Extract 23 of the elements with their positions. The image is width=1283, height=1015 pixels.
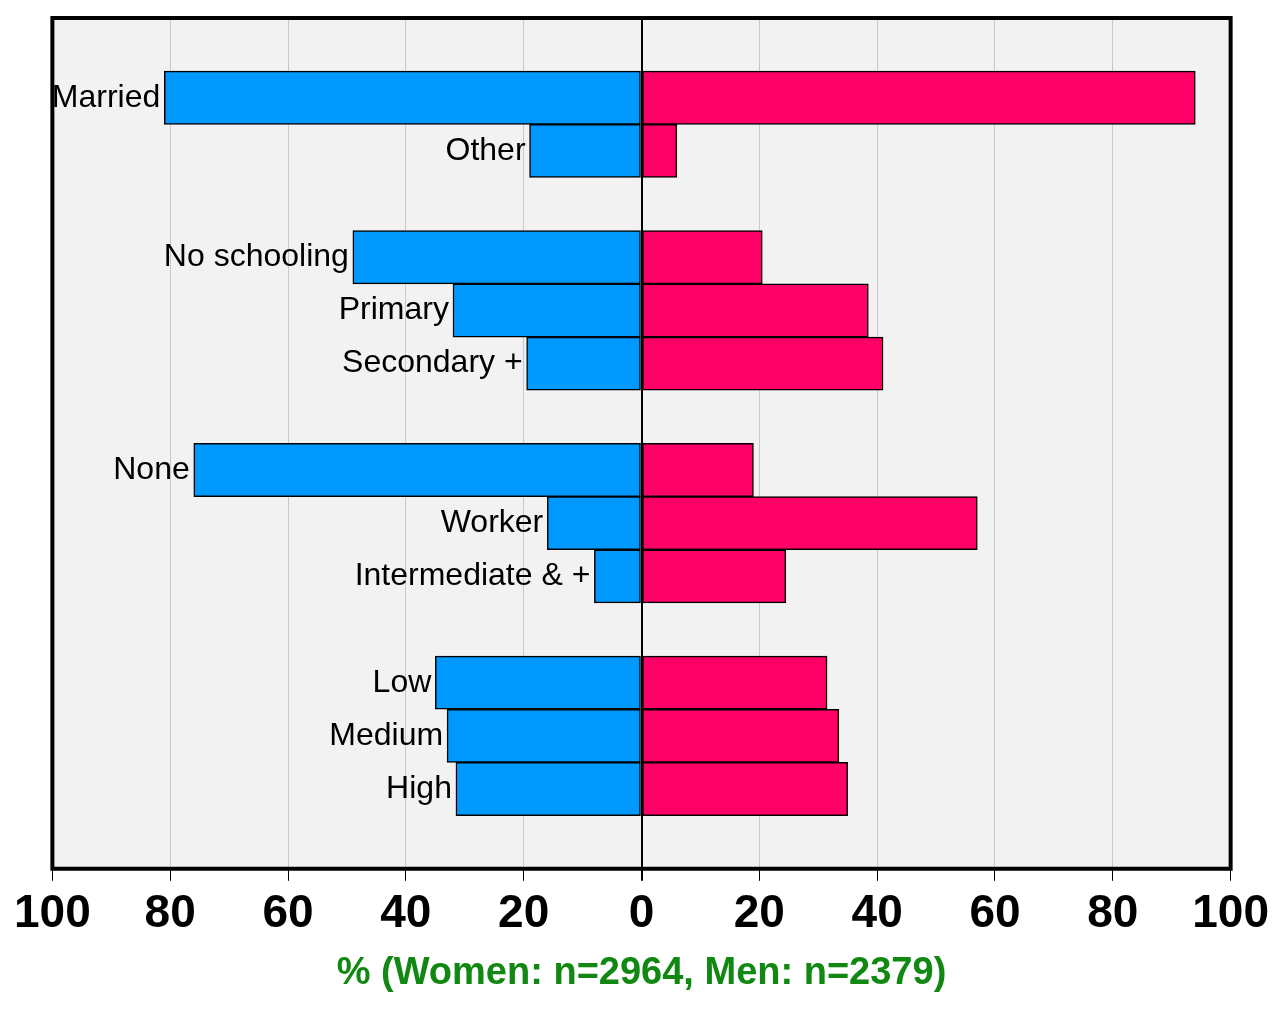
- x-tick-label: 60: [262, 885, 314, 938]
- y-tick-label: Low: [372, 662, 433, 699]
- y-tick-label: Medium: [329, 715, 444, 752]
- y-tick-label: Primary: [338, 290, 449, 327]
- y-tick-label: Secondary +: [342, 343, 523, 380]
- y-tick-label: Married: [51, 77, 161, 114]
- y-tick-label: Worker: [440, 502, 544, 539]
- x-axis-title: % (Women: n=2964, Men: n=2379): [335, 950, 948, 993]
- x-tick-label: 100: [1192, 885, 1269, 938]
- x-tick-label: 80: [144, 885, 196, 938]
- x-tick-label: 40: [851, 885, 903, 938]
- y-tick-label: No schooling: [163, 237, 349, 274]
- x-tick-label: 20: [498, 885, 550, 938]
- y-tick-label: Other: [445, 130, 526, 167]
- y-tick-label: None: [113, 449, 190, 486]
- y-tick-label: Intermediate & +: [354, 556, 591, 593]
- x-tick-label: 0: [628, 885, 655, 938]
- y-tick-label: High: [386, 768, 452, 805]
- x-tick-label: 20: [733, 885, 785, 938]
- x-tick-label: 80: [1087, 885, 1139, 938]
- x-tick-label: 60: [969, 885, 1021, 938]
- x-tick-label: 40: [380, 885, 432, 938]
- x-tick-label: 100: [14, 885, 91, 938]
